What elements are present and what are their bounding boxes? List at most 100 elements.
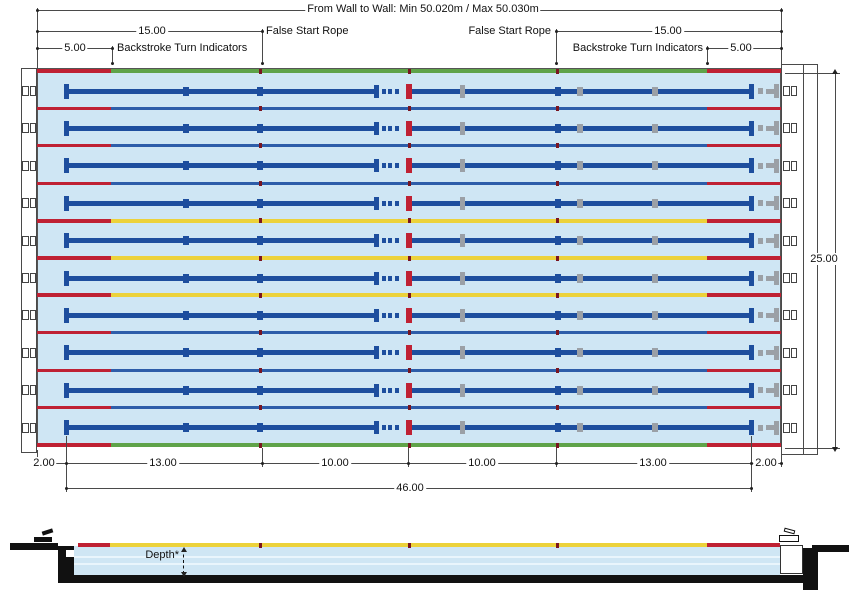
lane-line-marker (554, 273, 561, 283)
dim-bottom-13-left: 13.00 (147, 457, 179, 469)
lane-line-gray-marker (651, 423, 658, 433)
lane-line-end-bar (373, 383, 379, 397)
rope-marker-dot (407, 68, 411, 74)
dim-25-arrow-top (832, 69, 838, 74)
lane-line-gray-marker (651, 310, 658, 320)
touchpad-gray-square (757, 125, 763, 132)
starting-platform (783, 160, 790, 171)
lane-line-dot (388, 88, 393, 94)
lane-line-marker (554, 123, 561, 133)
starting-platform (22, 123, 29, 134)
lane-line-dot (395, 275, 400, 281)
lane-rope-end-red (37, 218, 112, 223)
lane-line-marker (257, 423, 264, 433)
label-false-start-rope-left: False Start Rope (264, 25, 351, 37)
starting-platform (783, 235, 790, 246)
lane-line-end-bar (373, 84, 379, 98)
lane-line-dot (381, 312, 386, 318)
dim-bottom-total: 46.00 (394, 482, 426, 494)
lane-line-t-right (748, 420, 754, 436)
label-backstroke-left: Backstroke Turn Indicators (115, 42, 250, 54)
dim-tick-dot (260, 61, 264, 65)
lane-line-center-red-bar (406, 195, 412, 211)
lane-line-dot (381, 238, 386, 244)
rope-marker-dot (556, 105, 560, 111)
lane-line-end-bar (373, 346, 379, 360)
lane-line-dot (381, 425, 386, 431)
dim-tick-dot (779, 46, 783, 50)
touchpad-gray-t-bar (773, 420, 779, 435)
lane-line-marker (182, 198, 189, 208)
rope-marker-dot (407, 105, 411, 111)
dim-tick-dot (260, 29, 264, 33)
rope-marker-dot (556, 367, 560, 373)
lane-line-marker (554, 310, 561, 320)
dim-25-arrow-bottom (832, 447, 838, 452)
touchpad-gray-t-stem (765, 238, 776, 244)
lane-line-t-right (748, 195, 754, 211)
lane-line-marker (554, 236, 561, 246)
lane-line-marker (182, 123, 189, 133)
rope-marker-dot (258, 442, 262, 448)
lane-line-gray-marker (577, 161, 584, 171)
lane-line-segment (66, 312, 377, 318)
section-depth-arrow-up (180, 547, 187, 552)
lane-line-gray-bar (460, 421, 466, 435)
dim-5-right: 5.00 (728, 42, 754, 54)
rope-marker-dot (258, 143, 262, 149)
lane-line-gray-bar (460, 308, 466, 322)
lane-line-t-right (748, 270, 754, 286)
lane-line-dot (381, 88, 386, 94)
rope-marker-dot (258, 405, 262, 411)
section-rope-marker-dot (407, 542, 411, 548)
starting-platform (783, 310, 790, 321)
lane-line-gray-marker (577, 273, 584, 283)
rope-marker-dot (556, 68, 560, 74)
rope-marker-dot (258, 292, 262, 298)
lane-line-marker (554, 161, 561, 171)
starting-platform (30, 123, 36, 134)
starting-platform (783, 198, 790, 209)
dim-pool-width: 25.00 (808, 253, 840, 265)
starting-platform (791, 310, 797, 321)
lane-line-gray-bar (460, 84, 466, 98)
section-water (74, 546, 780, 575)
starting-platform (22, 86, 29, 96)
lane-line-marker (257, 86, 264, 96)
dim-bottom-13-right: 13.00 (637, 457, 669, 469)
lane-line-gray-marker (577, 86, 584, 96)
dim-tick-dot (705, 61, 709, 65)
lane-line-dot (388, 275, 393, 281)
lane-line-end-bar (373, 234, 379, 248)
section-left-start-block-top (41, 528, 54, 536)
lane-line-dot (395, 312, 400, 318)
touchpad-gray-t-bar (773, 233, 779, 248)
lane-line-segment (66, 238, 377, 244)
lane-line-dot (381, 163, 386, 169)
dimension-extension-line (781, 8, 782, 65)
section-left-start-block (34, 537, 52, 542)
lane-line-marker (257, 198, 264, 208)
lane-line-gray-marker (651, 236, 658, 246)
lane-line-marker (257, 385, 264, 395)
lane-line-dot (388, 387, 393, 393)
touchpad-gray-t-bar (773, 84, 779, 98)
lane-rope-end-red (706, 69, 781, 73)
dim-tick-dot (260, 461, 264, 465)
starting-platform (22, 347, 29, 358)
dim-tick-dot (35, 8, 39, 12)
lane-line-marker (257, 236, 264, 246)
rope-marker-dot (407, 180, 411, 186)
starting-platform (22, 385, 29, 396)
starting-platform (783, 385, 790, 396)
touchpad-gray-t-bar (773, 121, 779, 136)
lane-line-center-red-bar (406, 382, 412, 398)
lane-line-segment (66, 387, 377, 393)
rope-marker-dot (407, 330, 411, 336)
label-false-start-rope-right: False Start Rope (466, 25, 553, 37)
dim-bottom-2-right: 2.00 (753, 457, 779, 469)
starting-platform (30, 347, 36, 358)
lane-line-gray-marker (651, 86, 658, 96)
starting-platform (22, 273, 29, 283)
